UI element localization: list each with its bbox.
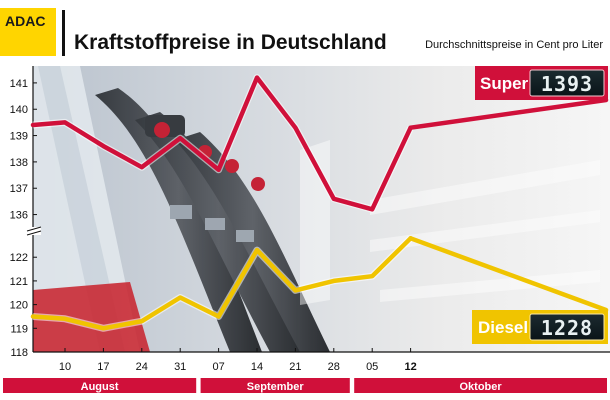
diesel-badge: Diesel 1228 bbox=[472, 310, 608, 344]
month-band-label: September bbox=[247, 381, 305, 393]
y-tick-label: 120 bbox=[10, 300, 28, 312]
super-price-display bbox=[529, 69, 605, 97]
chart-title: Kraftstoffpreise in Deutschland bbox=[74, 31, 387, 54]
series-line-diesel bbox=[30, 236, 413, 331]
x-tick-label: 21 bbox=[289, 361, 301, 373]
x-tick-label: 31 bbox=[174, 361, 186, 373]
diesel-badge-label: Diesel bbox=[478, 318, 528, 337]
month-bands: August September Oktober bbox=[3, 378, 607, 393]
series-connector-super bbox=[408, 97, 609, 130]
y-tick-label: 137 bbox=[10, 183, 28, 195]
header: ADAC Kraftstoffpreise in Deutschland Dur… bbox=[0, 8, 603, 56]
super-price-digits: 1393 bbox=[541, 72, 593, 96]
y-tick-label: 121 bbox=[10, 276, 28, 288]
y-tick-label: 119 bbox=[10, 323, 28, 335]
super-badge: Super 1393 bbox=[475, 66, 608, 100]
y-tick-labels: 136 137 138 139 140 141 118 119 120 121 122 bbox=[10, 78, 37, 359]
y-tick-label: 141 bbox=[10, 78, 28, 90]
x-tick-label: 12 bbox=[404, 361, 416, 373]
x-tick-label: 24 bbox=[136, 361, 148, 373]
x-tick-label: 05 bbox=[366, 361, 378, 373]
diesel-price-display bbox=[529, 313, 605, 341]
adac-logo bbox=[0, 8, 56, 56]
background-shelves bbox=[300, 140, 600, 305]
y-tick-label: 138 bbox=[10, 157, 28, 169]
month-band-label: August bbox=[81, 381, 119, 393]
month-band-label: Oktober bbox=[460, 381, 503, 393]
x-tick-label: 28 bbox=[328, 361, 340, 373]
adac-logo-text: ADAC bbox=[5, 13, 45, 29]
month-band bbox=[354, 378, 607, 393]
diesel-price-digits: 1228 bbox=[541, 316, 593, 340]
chart-subtitle: Durchschnittspreise in Cent pro Liter bbox=[425, 39, 603, 51]
y-tick-label: 140 bbox=[10, 104, 28, 116]
header-divider bbox=[62, 10, 65, 56]
month-band bbox=[200, 378, 350, 393]
pump-hoses bbox=[95, 88, 330, 352]
x-tick-label: 07 bbox=[212, 361, 224, 373]
background-photo bbox=[33, 66, 610, 352]
y-tick-label: 118 bbox=[10, 347, 28, 359]
series-lines bbox=[30, 74, 609, 332]
pump-column-edge bbox=[38, 66, 125, 352]
x-tick-labels: 10 17 24 31 07 14 21 28 05 12 bbox=[59, 348, 417, 373]
y-tick-label: 122 bbox=[10, 252, 28, 264]
y-tick-label: 139 bbox=[10, 131, 28, 143]
series-connector-diesel bbox=[408, 236, 609, 313]
super-badge-label: Super bbox=[480, 74, 529, 93]
month-band bbox=[3, 378, 197, 393]
x-tick-label: 10 bbox=[59, 361, 71, 373]
y-tick-label: 136 bbox=[10, 210, 28, 222]
pump-red-panel bbox=[33, 282, 150, 352]
x-tick-label: 14 bbox=[251, 361, 263, 373]
series-line-super bbox=[30, 75, 413, 212]
x-tick-label: 17 bbox=[97, 361, 109, 373]
axis-break-marker bbox=[26, 226, 42, 236]
